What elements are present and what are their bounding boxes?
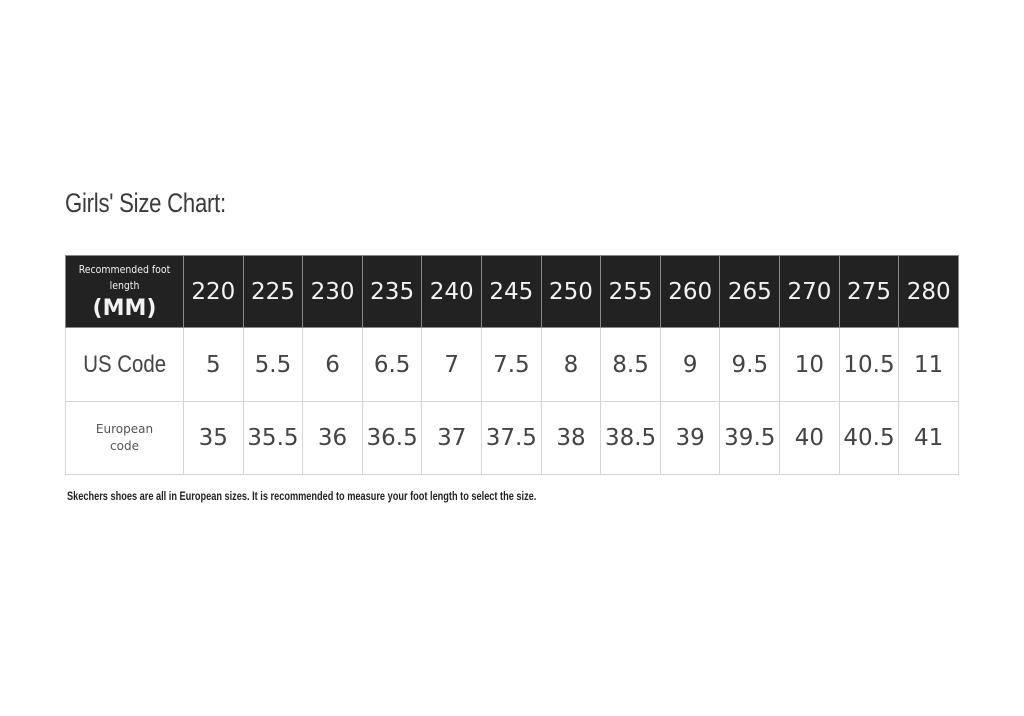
size-table: Recommended foot length (MM) 220 225 230 235 2…	[65, 255, 959, 475]
header-cell: 270	[779, 255, 840, 328]
header-cell: 255	[600, 255, 661, 328]
row-label-cell: European code	[65, 401, 184, 475]
cell: 6	[302, 327, 363, 402]
cell: 35	[183, 401, 244, 475]
header-cell: 280	[898, 255, 959, 328]
cell: 40	[779, 401, 840, 475]
row-label: US Code	[83, 350, 166, 378]
title: Girls' Size Chart:	[65, 188, 226, 218]
row: US Code 5 5.5 6 6.5 7 7.5 8 8.5 9 9.5 10 10.5 11	[65, 327, 959, 402]
cell: 38.5	[600, 401, 661, 475]
cell: 10	[779, 327, 840, 402]
header-cell: 250	[540, 255, 602, 328]
header-cell: 240	[421, 255, 483, 328]
cell: 7	[421, 327, 483, 402]
header-cell: 275	[838, 255, 900, 328]
header-cell: 225	[242, 255, 304, 328]
cell: 37	[421, 401, 483, 475]
cell: 38	[540, 401, 602, 475]
header-unit: (MM)	[92, 296, 157, 321]
header-cell: 230	[302, 255, 363, 328]
cell: 8.5	[600, 327, 661, 402]
cell: 41	[898, 401, 959, 475]
header-cell: 260	[659, 255, 721, 328]
header-cell: 245	[481, 255, 542, 328]
cell: 8	[540, 327, 602, 402]
cell: 5	[183, 327, 244, 402]
row-label-cell: US Code	[65, 327, 184, 402]
header-label-cell: Recommended foot length (MM)	[65, 255, 184, 328]
header-cell: 235	[361, 255, 423, 328]
note: Skechers shoes are all in European sizes…	[67, 491, 537, 503]
header-label: Recommended foot length	[78, 263, 171, 292]
cell: 6.5	[361, 327, 423, 402]
cell: 11	[898, 327, 959, 402]
cell: 7.5	[481, 327, 542, 402]
cell: 36.5	[361, 401, 423, 475]
cell: 39.5	[719, 401, 781, 475]
cell: 9.5	[719, 327, 781, 402]
header-cell: 265	[719, 255, 781, 328]
row-label: European code	[95, 421, 154, 453]
row: European code 35 35.5 36 36.5 37 37.5 38 38.5 39 3…	[65, 401, 959, 475]
header-row: Recommended foot length (MM) 220 225 230 235 2…	[65, 255, 959, 328]
cell: 9	[659, 327, 721, 402]
cell: 39	[659, 401, 721, 475]
cell: 37.5	[481, 401, 542, 475]
cell: 5.5	[242, 327, 304, 402]
cell: 36	[302, 401, 363, 475]
cell: 40.5	[838, 401, 900, 475]
cell: 10.5	[838, 327, 900, 402]
cell: 35.5	[242, 401, 304, 475]
header-cell: 220	[183, 255, 244, 328]
